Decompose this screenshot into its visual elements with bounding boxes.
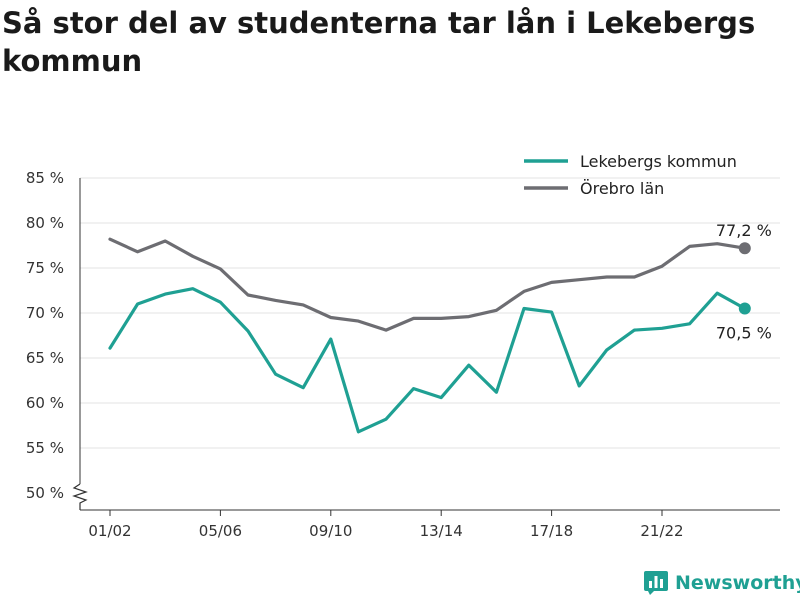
series-line-lekebergs-kommun xyxy=(108,287,747,434)
x-tick-label: 01/02 xyxy=(88,522,131,540)
y-tick-label: 80 % xyxy=(26,214,64,232)
y-tick-label: 50 % xyxy=(26,484,64,502)
newsworthy-logo: Newsworthy xyxy=(644,568,800,598)
legend: Lekebergs kommun Örebro län xyxy=(524,152,737,198)
series-end-marker xyxy=(738,242,751,255)
y-tick-label: 75 % xyxy=(26,259,64,277)
axis-break-marker xyxy=(72,483,88,510)
series-line-orebro-lan xyxy=(108,237,747,332)
y-tick-label: 60 % xyxy=(26,394,64,412)
x-tick-label: 17/18 xyxy=(530,522,573,540)
legend-label: Örebro län xyxy=(580,179,664,198)
x-tick-label: 21/22 xyxy=(640,522,683,540)
y-tick-label: 55 % xyxy=(26,439,64,457)
x-tick-label: 13/14 xyxy=(420,522,463,540)
y-tick-label: 85 % xyxy=(26,169,64,187)
legend-label: Lekebergs kommun xyxy=(580,152,737,171)
x-tick-label: 05/06 xyxy=(199,522,242,540)
series-end-label: 77,2 % xyxy=(716,221,772,240)
axes: 50 % 55 % 60 % 65 % 70 % 75 % 80 % 85 % 01/02 05/… xyxy=(26,169,780,540)
bar-chart-logo-icon xyxy=(644,571,668,595)
y-tick-label: 65 % xyxy=(26,349,64,367)
x-tick-label: 09/10 xyxy=(309,522,352,540)
y-tick-label: 70 % xyxy=(26,304,64,322)
series-end-marker xyxy=(738,302,751,315)
series-end-label: 70,5 % xyxy=(716,324,772,343)
gridlines xyxy=(80,177,780,449)
chart-title: Så stor del av studenterna tar lån i Lek… xyxy=(2,6,756,78)
brand-name: Newsworthy xyxy=(675,572,800,594)
series: 70,5 % 77,2 % xyxy=(108,221,772,434)
